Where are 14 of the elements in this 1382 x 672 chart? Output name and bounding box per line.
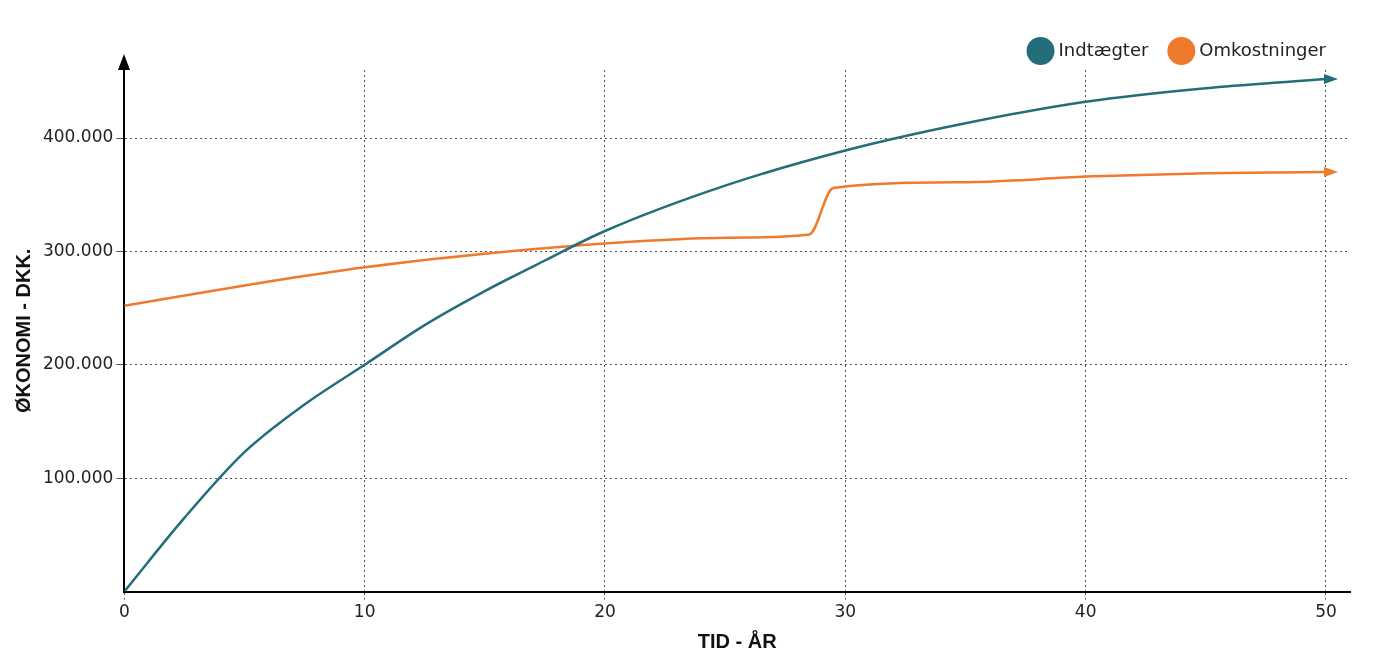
legend-label: Omkostninger (1199, 38, 1327, 60)
x-tick-label: 20 (594, 601, 616, 622)
x-axis-title: TID - ÅR (697, 628, 778, 652)
y-tick-label: 100.000 (42, 466, 114, 487)
legend-label: Indtægter (1058, 38, 1149, 60)
y-tick-label: 200.000 (42, 353, 114, 374)
y-tick-label: 400.000 (42, 126, 114, 147)
x-tick-label: 30 (834, 601, 857, 622)
y-tick-label: 300.000 (42, 239, 114, 260)
x-tick-label: 0 (118, 601, 130, 622)
x-tick-label: 10 (353, 601, 376, 622)
x-tick-label: 40 (1074, 601, 1097, 622)
y-axis-title: ØKONOMI - DKK. (11, 248, 34, 414)
x-tick-label: 50 (1315, 601, 1337, 622)
